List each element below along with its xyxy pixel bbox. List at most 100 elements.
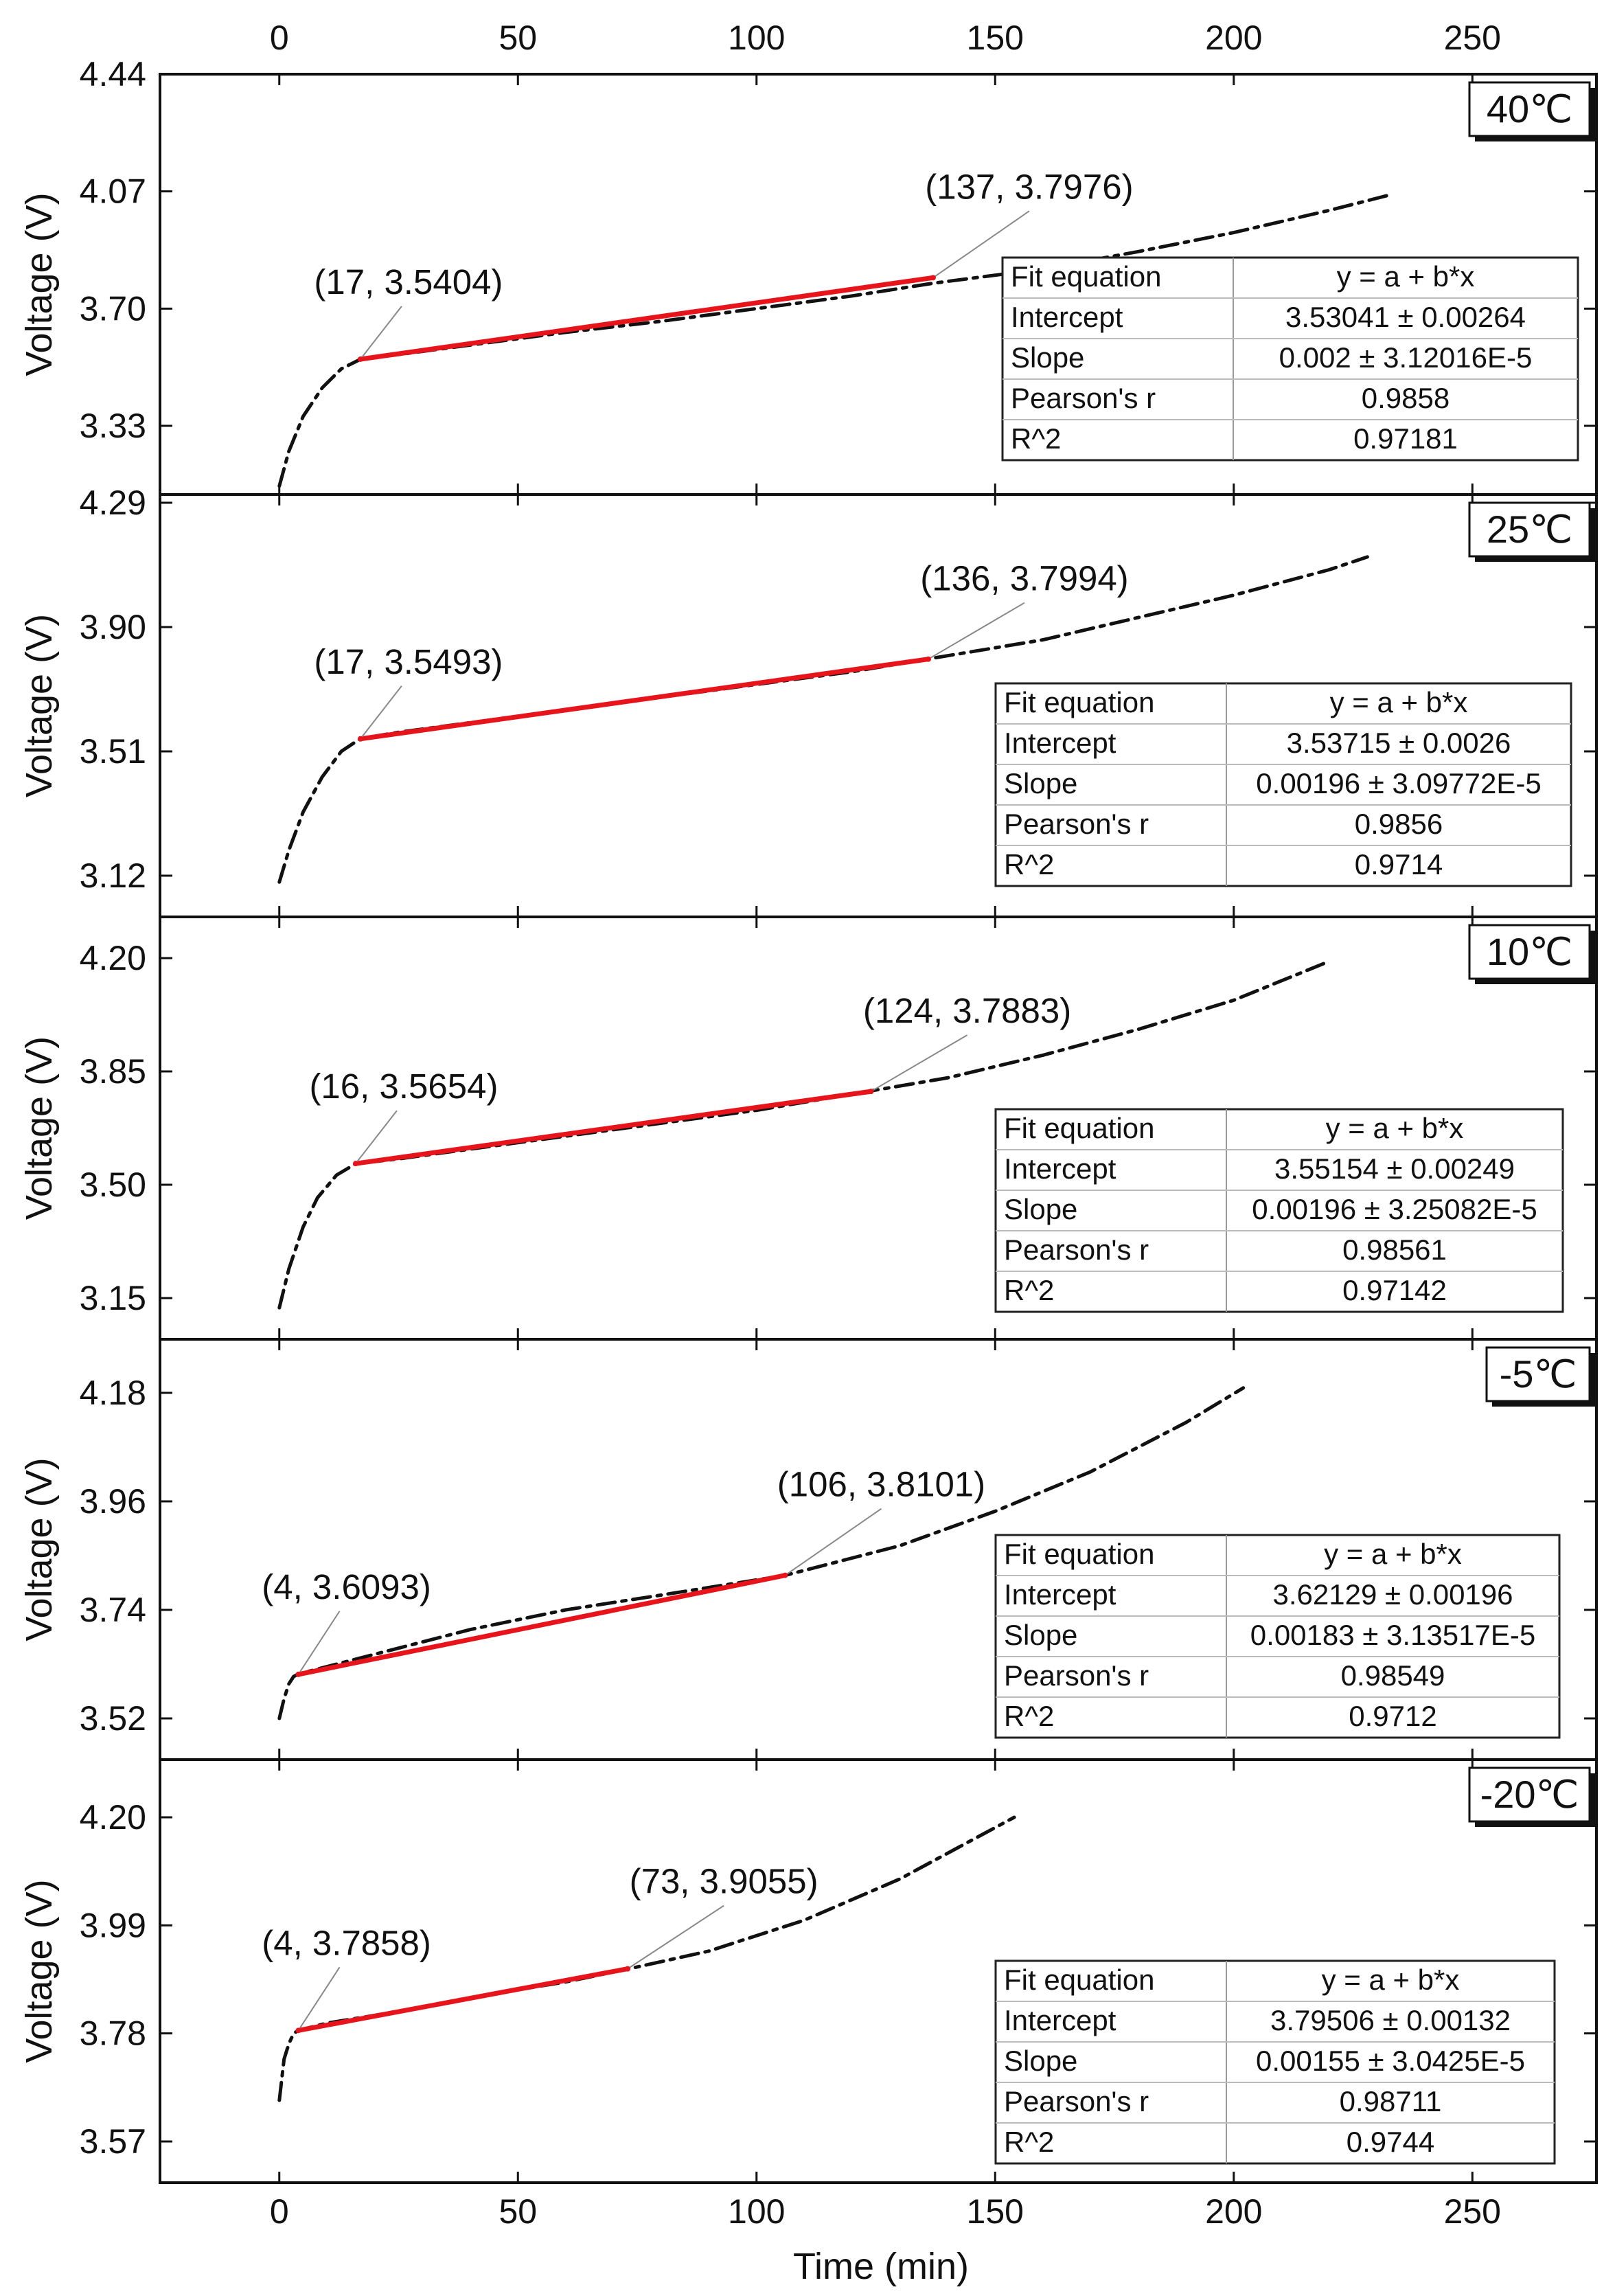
temperature-label: 10℃ <box>1487 930 1572 973</box>
fit-table-value: y = a + b*x <box>1330 686 1468 718</box>
x-tick-label-top: 250 <box>1444 19 1501 57</box>
annotation-leader <box>297 1611 341 1675</box>
fit-table-value: 0.98561 <box>1342 1234 1447 1266</box>
fit-table: Fit equation y = a + b*x Intercept 3.55154 … <box>994 1108 1564 1313</box>
temperature-badge <box>1468 81 1591 137</box>
fit-line <box>296 1966 630 2033</box>
fit-table-value: 0.9856 <box>1355 808 1443 840</box>
annotation-leader <box>297 1966 341 2031</box>
plot-area <box>277 555 1369 884</box>
x-tick-label-top: 0 <box>270 19 289 57</box>
fit-table-value: 0.98711 <box>1340 2085 1442 2117</box>
fit-table-value: 0.9712 <box>1349 1700 1436 1732</box>
fit-table-frame <box>994 682 1572 887</box>
fit-table-key: Slope <box>1011 341 1084 374</box>
y-tick-label: 3.85 <box>80 1052 146 1091</box>
annotation-label: (136, 3.7994) <box>920 559 1128 598</box>
fit-table-value: 0.9714 <box>1355 848 1443 880</box>
annotation-point <box>357 736 363 742</box>
y-tick-label: 3.74 <box>80 1591 146 1629</box>
fit-table-value: y = a + b*x <box>1322 1964 1460 1996</box>
fit-table-key: R^2 <box>1004 2126 1054 2158</box>
temperature-badge <box>1485 1346 1591 1402</box>
annotation-point <box>357 356 363 362</box>
panel-frame <box>159 1758 1598 2184</box>
annotation-label: (17, 3.5493) <box>314 642 503 681</box>
fit-table-value: 0.9858 <box>1362 382 1450 414</box>
plot-area <box>277 1815 1016 2102</box>
temperature-badge <box>1468 924 1591 980</box>
temperature-label: 25℃ <box>1487 508 1572 551</box>
plot-area <box>277 1386 1246 1720</box>
fit-table-key: R^2 <box>1011 422 1061 455</box>
fit-table-key: Slope <box>1004 1619 1077 1651</box>
fit-table-value: 3.62129 ± 0.00196 <box>1272 1578 1513 1611</box>
y-tick-label: 3.78 <box>80 2014 146 2053</box>
fit-line <box>358 657 931 742</box>
x-tick-label-bottom: 0 <box>270 2192 289 2231</box>
y-axis-title: Voltage (V) <box>19 1457 60 1641</box>
panel-2: 3.12 3.51 3.90 4.29 Voltage (V) (17, 3.5493) (… <box>19 484 1598 918</box>
fit-table-key: Pearson's r <box>1004 808 1149 840</box>
annotation-label: (73, 3.9055) <box>630 1862 818 1901</box>
fit-table-key: Slope <box>1004 1193 1077 1225</box>
fit-table: Fit equation y = a + b*x Intercept 3.53041 … <box>1001 256 1579 462</box>
y-tick-label: 3.15 <box>80 1279 146 1317</box>
annotation-leader <box>360 685 402 740</box>
panel-4: 3.52 3.74 3.96 4.18 Voltage (V) (4, 3.6093) (1… <box>19 1338 1598 1761</box>
fit-table-value: 0.00196 ± 3.09772E-5 <box>1256 767 1541 799</box>
annotation-point <box>295 2027 301 2034</box>
x-tick-label-bottom: 100 <box>728 2192 785 2231</box>
measured-curve <box>277 1386 1246 1720</box>
annotation-label: (17, 3.5404) <box>314 262 503 302</box>
fit-table-key: Fit equation <box>1011 260 1161 293</box>
fit-table-key: Intercept <box>1004 1152 1116 1185</box>
annotation-point <box>930 275 936 281</box>
y-tick-label: 3.90 <box>80 608 146 646</box>
x-tick-label-top: 100 <box>728 19 785 57</box>
y-tick-label: 3.50 <box>80 1166 146 1204</box>
fit-table-value: y = a + b*x <box>1326 1112 1464 1144</box>
fit-table-key: R^2 <box>1004 1274 1054 1306</box>
y-tick-label: 3.70 <box>80 289 146 328</box>
temperature-label: 40℃ <box>1487 87 1572 130</box>
panel-5: 3.57 3.78 3.99 4.20 Voltage (V) (4, 3.7858) (7… <box>19 1758 1598 2184</box>
fit-table-value: 0.00183 ± 3.13517E-5 <box>1250 1619 1535 1651</box>
annotation-point <box>352 1161 358 1167</box>
fit-table-key: Slope <box>1004 767 1077 799</box>
temperature-label: -5℃ <box>1500 1352 1577 1396</box>
fit-table-value: y = a + b*x <box>1337 260 1475 293</box>
fit-table-key: Fit equation <box>1004 1538 1154 1570</box>
annotation-leader <box>627 1905 724 1970</box>
y-tick-label: 3.51 <box>80 732 146 771</box>
fit-table: Fit equation y = a + b*x Intercept 3.79506 … <box>994 1959 1556 2165</box>
y-axis-title: Voltage (V) <box>19 1879 60 2062</box>
fit-table-value: 0.98549 <box>1341 1659 1445 1692</box>
temperature-label: -20℃ <box>1480 1773 1579 1816</box>
y-tick-label: 3.33 <box>80 407 146 445</box>
fit-table-value: y = a + b*x <box>1324 1538 1462 1570</box>
annotation-point <box>295 1671 301 1677</box>
fit-table-key: Fit equation <box>1004 1112 1154 1144</box>
annotation-leader <box>871 1034 968 1092</box>
x-tick-label-top: 150 <box>967 19 1024 57</box>
temperature-badge <box>1468 501 1591 558</box>
y-axis-title: Voltage (V) <box>19 1036 60 1220</box>
fit-table-key: Fit equation <box>1004 686 1154 718</box>
annotation-label: (106, 3.8101) <box>777 1465 985 1504</box>
plot-area <box>277 192 1393 488</box>
fit-table-key: Intercept <box>1004 1578 1116 1611</box>
x-tick-label-top: 200 <box>1205 19 1262 57</box>
annotation-point <box>782 1572 788 1578</box>
y-axis-title: Voltage (V) <box>19 614 60 797</box>
fit-line <box>358 275 936 362</box>
measured-curve <box>277 555 1369 884</box>
fit-table-frame <box>1001 256 1579 462</box>
fit-table-frame <box>994 1959 1556 2165</box>
fit-table-value: 3.53715 ± 0.0026 <box>1287 727 1511 759</box>
fit-table-value: 0.002 ± 3.12016E-5 <box>1279 341 1533 374</box>
fit-table-key: R^2 <box>1004 848 1054 880</box>
x-tick-label-bottom: 50 <box>499 2192 537 2231</box>
plot-area <box>277 959 1331 1310</box>
